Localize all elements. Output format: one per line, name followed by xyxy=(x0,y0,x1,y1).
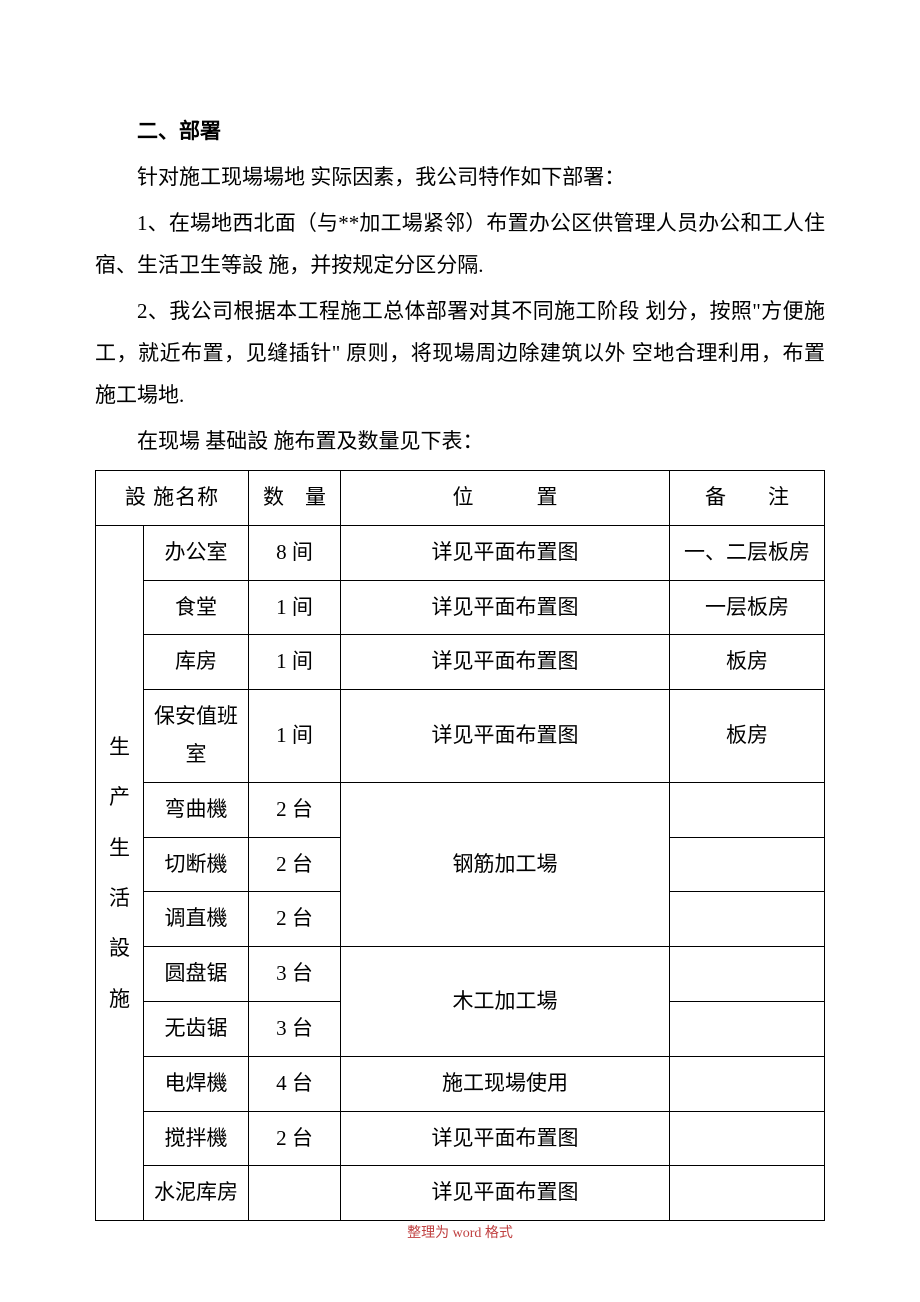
cell-qty: 8 间 xyxy=(249,525,341,580)
paragraph-intro: 针对施工现場場地 实际因素，我公司特作如下部署： xyxy=(95,156,825,198)
cell-name: 圆盘锯 xyxy=(144,947,249,1002)
cell-loc: 木工加工場 xyxy=(341,947,670,1057)
cell-qty: 3 台 xyxy=(249,1001,341,1056)
table-row: 圆盘锯 3 台 木工加工場 xyxy=(96,947,825,1002)
cell-loc: 详见平面布置图 xyxy=(341,635,670,690)
cell-note xyxy=(670,1001,825,1056)
cell-name: 切断機 xyxy=(144,837,249,892)
cell-qty: 3 台 xyxy=(249,947,341,1002)
cell-name: 无齿锯 xyxy=(144,1001,249,1056)
header-loc: 位 置 xyxy=(341,471,670,526)
cell-qty: 4 台 xyxy=(249,1056,341,1111)
table-row: 食堂 1 间 详见平面布置图 一层板房 xyxy=(96,580,825,635)
header-qty: 数 量 xyxy=(249,471,341,526)
cell-note xyxy=(670,892,825,947)
table-row: 保安值班室 1 间 详见平面布置图 板房 xyxy=(96,690,825,783)
header-name: 設 施名称 xyxy=(96,471,249,526)
paragraph-item-1: 1、在場地西北面（与**加工場紧邻）布置办公区供管理人员办公和工人住宿、生活卫生… xyxy=(95,202,825,286)
cell-name: 水泥库房 xyxy=(144,1166,249,1221)
cell-qty: 1 间 xyxy=(249,580,341,635)
cell-note xyxy=(670,782,825,837)
cell-loc: 施工现場使用 xyxy=(341,1056,670,1111)
table-row: 电焊機 4 台 施工现場使用 xyxy=(96,1056,825,1111)
table-row: 生产生活設施 办公室 8 间 详见平面布置图 一、二层板房 xyxy=(96,525,825,580)
cell-name: 食堂 xyxy=(144,580,249,635)
cell-qty: 2 台 xyxy=(249,782,341,837)
cell-qty: 2 台 xyxy=(249,837,341,892)
cell-note: 板房 xyxy=(670,690,825,783)
cell-note xyxy=(670,1166,825,1221)
cell-note: 一层板房 xyxy=(670,580,825,635)
cell-name: 电焊機 xyxy=(144,1056,249,1111)
cell-note xyxy=(670,1111,825,1166)
paragraph-table-intro: 在现場 基础設 施布置及数量见下表： xyxy=(95,420,825,462)
cell-name: 搅拌機 xyxy=(144,1111,249,1166)
cell-note xyxy=(670,947,825,1002)
cell-qty xyxy=(249,1166,341,1221)
header-note: 备 注 xyxy=(670,471,825,526)
facilities-table: 設 施名称 数 量 位 置 备 注 生产生活設施 办公室 8 间 详见平面布置图… xyxy=(95,470,825,1221)
table-row: 水泥库房 详见平面布置图 xyxy=(96,1166,825,1221)
cell-qty: 2 台 xyxy=(249,1111,341,1166)
cell-note: 板房 xyxy=(670,635,825,690)
paragraph-item-2: 2、我公司根据本工程施工总体部署对其不同施工阶段 划分，按照"方便施工，就近布置… xyxy=(95,290,825,416)
cell-qty: 1 间 xyxy=(249,635,341,690)
section-heading: 二、部署 xyxy=(95,110,825,152)
cell-note xyxy=(670,837,825,892)
cell-name: 保安值班室 xyxy=(144,690,249,783)
vertical-category: 生产生活設施 xyxy=(96,525,144,1220)
cell-loc: 详见平面布置图 xyxy=(341,1111,670,1166)
cell-loc: 详见平面布置图 xyxy=(341,525,670,580)
table-row: 库房 1 间 详见平面布置图 板房 xyxy=(96,635,825,690)
cell-note xyxy=(670,1056,825,1111)
document-content: 二、部署 针对施工现場場地 实际因素，我公司特作如下部署： 1、在場地西北面（与… xyxy=(95,110,825,1221)
page-footer: 整理为 word 格式 xyxy=(0,1222,920,1242)
cell-loc: 详见平面布置图 xyxy=(341,1166,670,1221)
cell-loc: 钢筋加工場 xyxy=(341,782,670,946)
table-header-row: 設 施名称 数 量 位 置 备 注 xyxy=(96,471,825,526)
cell-name: 办公室 xyxy=(144,525,249,580)
cell-qty: 1 间 xyxy=(249,690,341,783)
table-row: 搅拌機 2 台 详见平面布置图 xyxy=(96,1111,825,1166)
cell-qty: 2 台 xyxy=(249,892,341,947)
cell-note: 一、二层板房 xyxy=(670,525,825,580)
cell-name: 调直機 xyxy=(144,892,249,947)
cell-loc: 详见平面布置图 xyxy=(341,580,670,635)
cell-name: 弯曲機 xyxy=(144,782,249,837)
table-row: 弯曲機 2 台 钢筋加工場 xyxy=(96,782,825,837)
cell-loc: 详见平面布置图 xyxy=(341,690,670,783)
cell-name: 库房 xyxy=(144,635,249,690)
